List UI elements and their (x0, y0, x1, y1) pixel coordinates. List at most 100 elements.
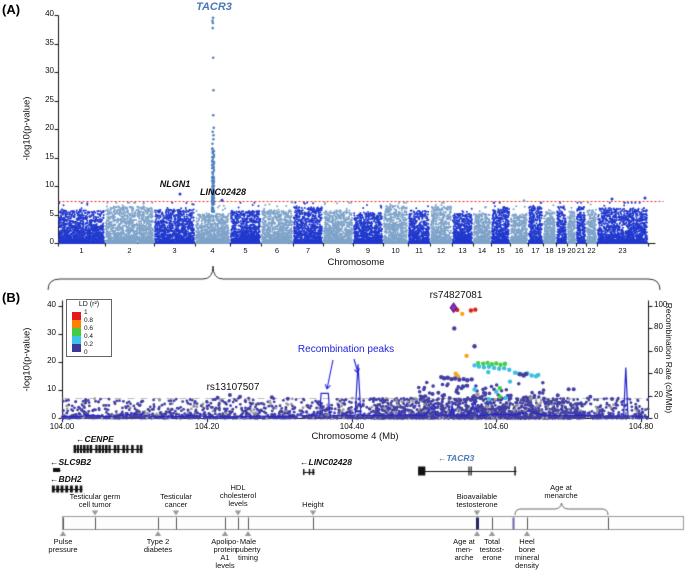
panel-b-ytick-label: 10 (47, 384, 56, 393)
panel-a-chr-label: 15 (496, 246, 505, 255)
strand-arrow-icon: ← (50, 457, 59, 467)
annotation-linc02428: LINC02428 (199, 187, 247, 197)
panel-a-chr-label: 22 (587, 246, 596, 255)
ld-legend-color-segment (72, 344, 81, 352)
ld-legend-color-segment (72, 328, 81, 336)
panel-a-chr-label: 9 (365, 246, 371, 255)
panel-b-right-tick-label: 60 (654, 345, 663, 354)
panel-a-ytick-label: 20 (45, 123, 54, 132)
phenotype-label-brace: Age at menarche (544, 482, 578, 500)
gene-label-tacr3: ←TACR3 (438, 453, 474, 463)
gene-label-linc02428: ←LINC02428 (300, 457, 352, 467)
ld-legend-tick-label: 0.2 (84, 340, 94, 348)
phenotype-label-above: Testicular germ cell tumor (69, 491, 121, 509)
phenotype-label-below: Apolipo- protein A1 levels (211, 537, 239, 571)
panel-a-chr-label: 2 (127, 246, 132, 255)
phenotype-label-above: HDL cholesterol levels (219, 483, 257, 509)
panel-b-xtick-label: 104.80 (628, 422, 654, 431)
panel-a-chr-label: 16 (514, 246, 524, 255)
panel-a-chr-label: 5 (243, 246, 248, 255)
ld-legend-title: LD (r²) (78, 301, 100, 308)
panel-b-y-axis-title: -log10(p-value) (21, 327, 33, 392)
panel-a-chr-label: 18 (545, 246, 554, 255)
panel-b-x-axis-title: Chromosome 4 (Mb) (311, 431, 399, 442)
panel-b-right-tick-label: 80 (654, 322, 663, 331)
phenotype-label-below: Male puberty timing (235, 537, 261, 563)
ld-legend-color-segment (72, 320, 81, 328)
panel-a-ytick-label: 30 (45, 66, 54, 75)
panel-a-chr-label: 4 (210, 246, 215, 255)
panel-a-chr-label: 20 (567, 246, 576, 255)
phenotype-label-below: Age at men- arche (453, 537, 475, 563)
ld-legend-tick-label: 0.8 (84, 316, 94, 324)
phenotype-label-below: Pulse pressure (48, 537, 78, 555)
ld-legend: LD (r²) 1 0.8 0.6 0.4 0.2 0 (66, 299, 112, 357)
panel-b-ytick-label: 20 (47, 356, 56, 365)
panel-a-chr-label: 14 (477, 246, 487, 255)
panel-a-chr-label: 11 (415, 246, 423, 255)
panel-b-label: (B) (2, 290, 21, 305)
panel-b-ytick-label: 0 (51, 412, 56, 421)
panel-b-xtick-label: 104.20 (194, 422, 220, 431)
gene-name: SLC9B2 (58, 457, 92, 467)
panel-b-xtick-label: 104.60 (483, 422, 509, 431)
panel-a-chr-label: 13 (458, 246, 467, 255)
gene-label-cenpe: ←CENPE (76, 434, 114, 444)
panel-a-label: (A) (2, 2, 21, 17)
gene-name: CENPE (84, 434, 114, 444)
panel-b-ytick-label: 40 (47, 300, 56, 309)
panel-b-xtick-label: 104.40 (339, 422, 365, 431)
panel-a-chr-label: 19 (557, 246, 566, 255)
panel-a-chr-label: 1 (79, 246, 84, 255)
ld-legend-color-segment (72, 336, 81, 344)
panel-b-right-axis-title: Recombination Rate (cM/Mb) (664, 302, 674, 414)
annotation-nlgn1: NLGN1 (159, 179, 191, 189)
gene-label-bdh2: ←BDH2 (50, 474, 82, 484)
panel-a-chr-label: 10 (391, 246, 400, 255)
panel-a-ytick-label: 15 (45, 152, 54, 161)
gene-name: TACR3 (446, 453, 475, 463)
panel-a-chr-label: 23 (618, 246, 627, 255)
ld-legend-tick-label: 1 (84, 308, 88, 316)
ld-legend-tick-label: 0 (84, 348, 88, 356)
strand-arrow-icon: ← (76, 434, 85, 444)
panel-a-ytick-label: 40 (45, 9, 54, 18)
gene-label-slc9b2: ←SLC9B2 (50, 457, 91, 467)
panel-b-ytick-label: 30 (47, 328, 56, 337)
phenotype-label-below: Heel bone mineral density (514, 537, 540, 571)
panel-a-ytick-label: 5 (49, 209, 54, 218)
phenotype-label-above: Height (302, 500, 324, 510)
ld-legend-tick-label: 0.6 (84, 324, 94, 332)
gene-name: LINC02428 (308, 457, 352, 467)
strand-arrow-icon: ← (300, 457, 309, 467)
panel-a-chr-label: 17 (531, 246, 540, 255)
ld-legend-tick-label: 0.4 (84, 332, 94, 340)
panel-b-right-tick-label: 0 (654, 412, 659, 421)
panel-a-ytick-label: 0 (49, 237, 54, 246)
annotation-tacr3: TACR3 (196, 1, 232, 13)
panel-a-chr-label: 7 (305, 246, 311, 255)
panel-a-chr-label: 8 (335, 246, 341, 255)
panel-a-chr-label: 12 (436, 246, 446, 255)
panel-a-chr-label: 21 (576, 246, 586, 255)
recombination-peaks-label: Recombination peaks (297, 344, 395, 355)
gene-name: BDH2 (58, 474, 82, 484)
panel-a-chr-label: 3 (172, 246, 177, 255)
phenotype-label-above: Testicular cancer (160, 491, 192, 509)
panel-a-chr-label: 6 (274, 246, 280, 255)
strand-arrow-icon: ← (50, 474, 59, 484)
strand-arrow-icon: ← (438, 453, 447, 463)
lead-snp-label: rs74827081 (429, 290, 483, 301)
panel-a-ytick-label: 10 (45, 180, 54, 189)
panel-b-xtick-label: 104.00 (49, 422, 75, 431)
phenotype-label-above: Bioavailable testosterone (456, 491, 498, 509)
panel-a-x-axis-title: Chromosome (327, 257, 385, 268)
ld-legend-color-segment (72, 312, 81, 320)
phenotype-label-below: Total testost- erone (479, 537, 505, 563)
panel-a-ytick-label: 35 (45, 38, 54, 47)
panel-b-right-tick-label: 100 (654, 300, 668, 309)
panel-b-right-tick-label: 40 (654, 367, 663, 376)
phenotype-label-below: Type 2 diabetes (143, 537, 173, 555)
